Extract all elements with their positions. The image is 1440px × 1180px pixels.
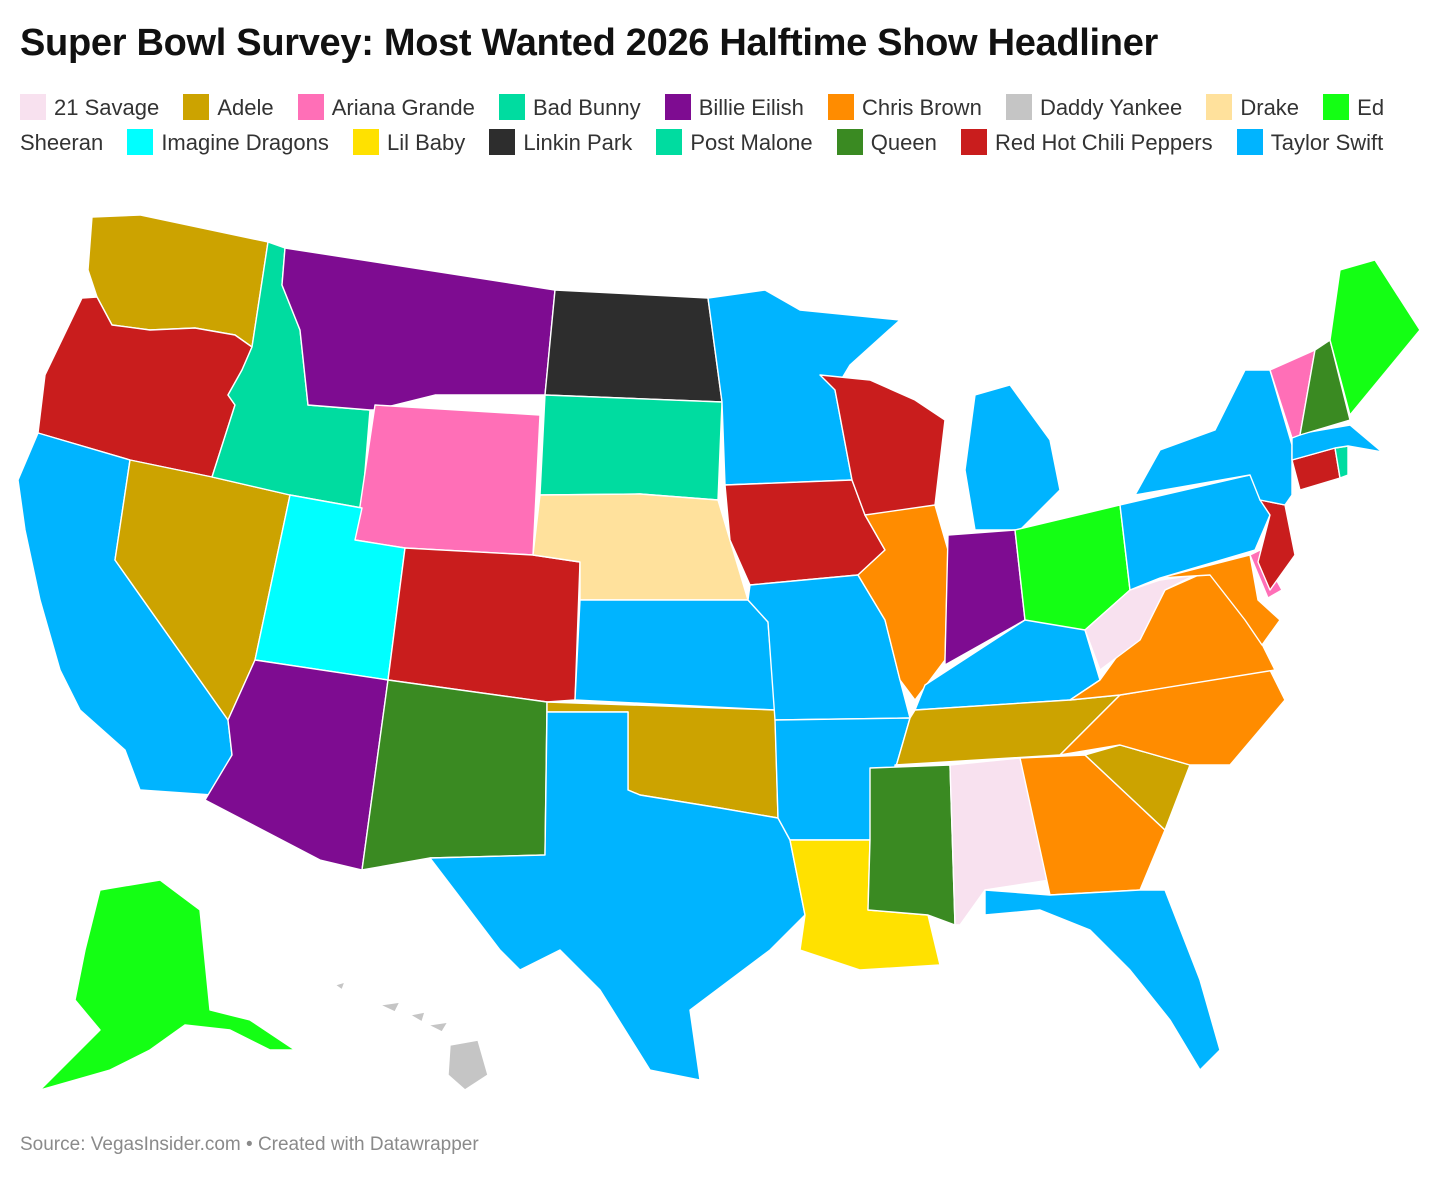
legend-item: Taylor Swift — [1236, 129, 1384, 155]
state-il[interactable] — [857, 504, 949, 701]
legend-swatch — [1323, 94, 1350, 120]
legend-swatch — [656, 129, 683, 155]
source-footer: Source: VegasInsider.com • Created with … — [20, 1134, 479, 1155]
legend-item: Drake — [1206, 94, 1300, 120]
legend-swatch — [489, 129, 516, 155]
legend-label: Adele — [217, 95, 274, 120]
state-ak[interactable] — [39, 879, 296, 1091]
state-ma[interactable] — [1291, 424, 1383, 461]
legend-label: Bad Bunny — [532, 95, 641, 120]
legend-label: Daddy Yankee — [1039, 95, 1183, 120]
legend-item: Ariana Grande — [297, 94, 475, 120]
legend-swatch — [828, 94, 854, 120]
legend-label: Queen — [870, 130, 937, 155]
legend-label: Red Hot Chili Peppers — [994, 130, 1213, 155]
legend-item: Linkin Park — [489, 129, 633, 155]
legend-item: Adele — [183, 94, 274, 120]
state-ks[interactable] — [574, 599, 776, 711]
state-nd[interactable] — [544, 289, 723, 403]
legend-label: Ariana Grande — [331, 95, 475, 120]
legend-label: Drake — [1240, 95, 1300, 120]
legend-swatch — [498, 94, 525, 120]
legend-swatch — [1005, 94, 1032, 120]
state-tx[interactable] — [429, 711, 806, 1081]
state-mi[interactable] — [964, 384, 1061, 531]
legend-label: Chris Brown — [862, 95, 982, 120]
state-mt[interactable] — [281, 247, 556, 411]
legend-swatch — [1206, 94, 1233, 120]
us-map — [0, 190, 1440, 1100]
legend-item: Imagine Dragons — [127, 129, 329, 155]
state-nm[interactable] — [361, 679, 548, 871]
legend-label: Post Malone — [690, 130, 813, 155]
legend: 21 Savage Adele Ariana Grande Bad Bunny … — [20, 90, 1420, 160]
legend-label: Lil Baby — [386, 130, 466, 155]
legend-item: Daddy Yankee — [1005, 94, 1183, 120]
legend-label: Imagine Dragons — [161, 130, 329, 155]
state-md[interactable] — [1159, 554, 1281, 646]
legend-swatch — [960, 129, 987, 155]
legend-item: Queen — [836, 129, 937, 155]
state-hi[interactable] — [334, 981, 489, 1091]
legend-swatch — [836, 129, 863, 155]
state-fl[interactable] — [984, 889, 1221, 1071]
legend-label: Linkin Park — [523, 130, 633, 155]
legend-label: Billie Eilish — [698, 95, 804, 120]
legend-swatch — [1236, 129, 1263, 155]
legend-label: Ed Sheeran — [20, 95, 1385, 155]
legend-swatch — [664, 94, 691, 120]
legend-label: Taylor Swift — [1270, 130, 1384, 155]
state-in[interactable] — [944, 529, 1026, 666]
legend-item: Lil Baby — [352, 129, 466, 155]
legend-item: Red Hot Chili Peppers — [960, 129, 1213, 155]
state-ga[interactable] — [1019, 754, 1166, 896]
legend-swatch — [183, 94, 210, 120]
state-co[interactable] — [387, 547, 581, 703]
legend-item: Ed Sheeran — [20, 94, 1385, 155]
legend-swatch — [297, 94, 324, 120]
state-sd[interactable] — [539, 394, 723, 501]
state-me[interactable] — [1329, 259, 1421, 416]
legend-item: Bad Bunny — [498, 94, 641, 120]
state-nh[interactable] — [1299, 339, 1351, 436]
state-wy[interactable] — [354, 404, 541, 556]
state-ms[interactable] — [867, 764, 956, 926]
legend-item: Billie Eilish — [664, 94, 804, 120]
legend-item: 21 Savage — [20, 94, 160, 120]
chart-title: Super Bowl Survey: Most Wanted 2026 Half… — [20, 22, 1159, 64]
legend-swatch — [20, 94, 46, 120]
legend-swatch — [127, 129, 154, 155]
legend-label: 21 Savage — [54, 95, 160, 120]
legend-swatch — [352, 129, 379, 155]
legend-item: Chris Brown — [828, 94, 982, 120]
legend-item: Post Malone — [656, 129, 813, 155]
